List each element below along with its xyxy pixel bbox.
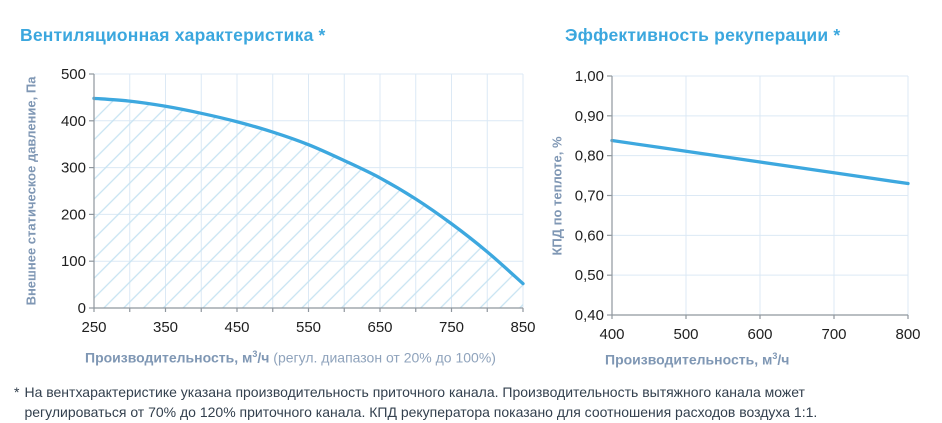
svg-text:450: 450 [224,319,249,336]
svg-text:0,60: 0,60 [575,227,604,244]
footnote-text: На вентхарактеристике указана производит… [24,384,818,421]
x-axis-title-note: (регул. диапазон от 20% до 100%) [269,349,496,366]
svg-text:850: 850 [510,319,535,336]
footnote: * На вентхарактеристике указана производи… [14,382,860,423]
svg-text:350: 350 [153,319,178,336]
svg-text:0,80: 0,80 [575,148,604,165]
chart-title-recuperation: Эффективность рекуперации * [565,25,841,45]
x-axis-title-main: Производительность, м [605,351,773,368]
footnote-marker: * [14,384,20,400]
svg-text:600: 600 [747,326,772,343]
svg-text:100: 100 [61,253,86,270]
svg-text:650: 650 [367,319,392,336]
svg-text:300: 300 [61,160,86,177]
svg-text:0,70: 0,70 [575,188,604,205]
svg-text:800: 800 [895,326,920,343]
chart-title-ventilation: Вентиляционная характеристика * [20,25,326,45]
x-axis-title-main: Производительность, м [85,349,253,366]
y-axis-title-recuperation: КПД по теплоте, % [549,136,565,256]
svg-text:750: 750 [439,319,464,336]
x-axis-title-recuperation: Производительность, м3/ч [605,351,789,368]
svg-text:700: 700 [821,326,846,343]
x-axis-title-unit: /ч [257,349,270,366]
superscript-3: 3 [772,351,778,361]
svg-text:400: 400 [599,326,624,343]
svg-text:0: 0 [78,300,86,317]
svg-text:0,40: 0,40 [575,307,604,324]
svg-text:0,90: 0,90 [575,108,604,125]
recuperation-plot: 400 500 600 700 800 0,40 0,50 0,60 0,70 0,80 0,90 1… [575,68,921,343]
svg-text:1,00: 1,00 [575,68,604,85]
svg-text:0,50: 0,50 [575,267,604,284]
svg-text:500: 500 [673,326,698,343]
x-axis-title-unit: /ч [777,351,790,368]
superscript-3: 3 [252,349,258,359]
svg-text:200: 200 [61,206,86,223]
svg-text:500: 500 [61,66,86,83]
y-axis-title-ventilation: Внешнее статическое давление, Па [23,76,39,306]
svg-text:400: 400 [61,113,86,130]
x-axis-title-ventilation: Производительность, м3/ч (регул. диапазо… [85,349,496,366]
svg-text:550: 550 [296,319,321,336]
ventilation-plot: 250 350 450 550 650 750 850 0 100 200 300 400 500 [61,66,536,336]
svg-text:250: 250 [81,319,106,336]
